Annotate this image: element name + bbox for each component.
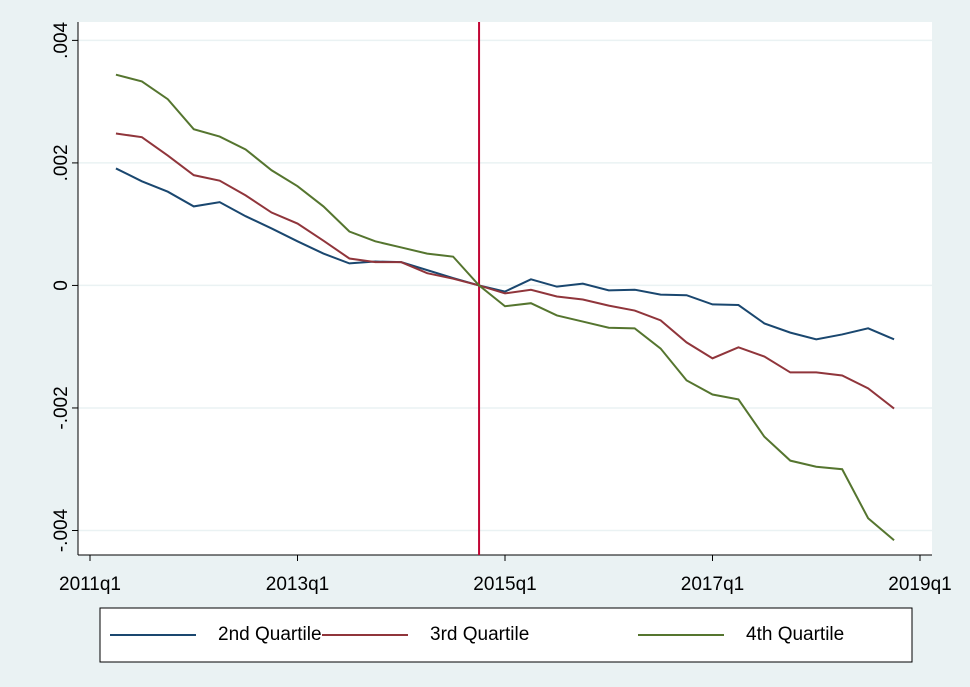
- series-line: [115, 167, 895, 341]
- x-tick-label: 2017q1: [681, 574, 744, 595]
- x-tick-label: 2013q1: [266, 574, 329, 595]
- y-tick-label: 0: [51, 280, 72, 291]
- legend-box: [99, 607, 913, 663]
- series-line: [115, 73, 895, 542]
- plot-area: [78, 22, 932, 555]
- legend-label: 4th Quartile: [746, 624, 844, 645]
- y-tick-label: .004: [51, 21, 72, 58]
- series-line: [115, 132, 895, 410]
- x-tick-label: 2019q1: [888, 574, 951, 595]
- y-tick-label: -.002: [51, 386, 72, 429]
- legend-label: 2nd Quartile: [218, 624, 322, 645]
- y-tick-label: -.004: [51, 508, 72, 552]
- y-tick-label: .002: [51, 144, 72, 181]
- x-tick-label: 2011q1: [59, 574, 121, 595]
- legend-label: 3rd Quartile: [430, 624, 529, 645]
- x-tick-label: 2015q1: [473, 574, 536, 595]
